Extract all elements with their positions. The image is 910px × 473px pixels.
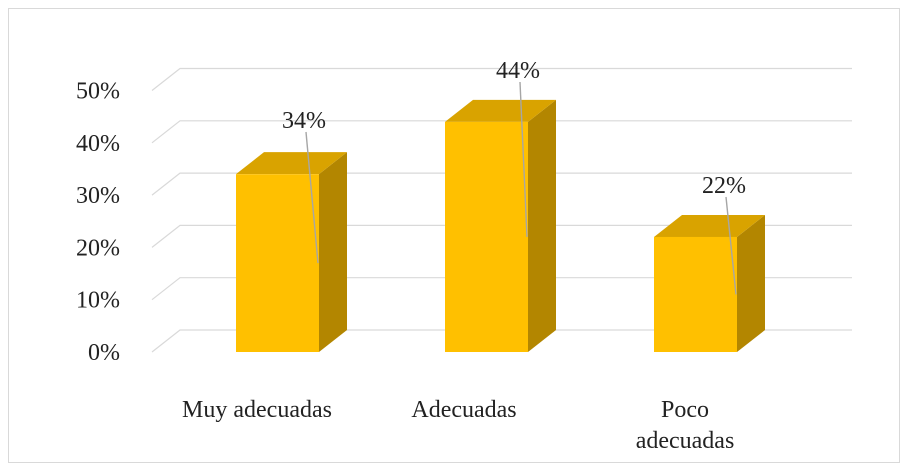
category-label: Adecuadas xyxy=(411,397,516,423)
bar-top xyxy=(445,99,556,122)
data-label-leader xyxy=(305,131,319,264)
bar-top xyxy=(654,214,765,237)
y-tick-label: 30% xyxy=(76,183,120,209)
data-label-leader xyxy=(725,196,737,295)
y-tick-label: 10% xyxy=(76,288,120,314)
bar-front xyxy=(654,236,737,352)
bar-top xyxy=(236,152,347,175)
bar xyxy=(445,99,556,352)
bar-side xyxy=(319,152,347,352)
gridline xyxy=(151,329,852,353)
gridlines xyxy=(151,67,852,353)
y-tick-label: 0% xyxy=(88,340,120,366)
y-tick-label: 40% xyxy=(76,131,120,157)
y-tick-label: 50% xyxy=(76,79,120,105)
bar-side xyxy=(737,214,765,352)
bar-side xyxy=(528,99,556,352)
bar xyxy=(654,214,765,352)
data-label: 22% xyxy=(702,173,746,199)
gridline xyxy=(151,277,852,301)
bar-front xyxy=(445,121,528,352)
category-label: Muy adecuadas xyxy=(182,397,332,423)
data-label: 34% xyxy=(282,108,326,134)
x-axis-category-labels: Muy adecuadas Adecuadas Poco adecuadas xyxy=(182,397,734,454)
gridline xyxy=(151,224,852,248)
data-label-leader xyxy=(519,81,528,237)
gridline xyxy=(151,67,852,91)
gridline xyxy=(151,120,852,144)
category-label: Poco adecuadas xyxy=(636,397,735,454)
bar xyxy=(236,152,347,352)
data-label: 44% xyxy=(496,58,540,84)
y-axis-tick-labels: 0% 10% 20% 30% 40% 50% xyxy=(76,79,120,367)
data-labels: 34% 44% 22% xyxy=(282,58,746,295)
bars xyxy=(236,99,765,352)
bar-front xyxy=(236,174,319,352)
gridline xyxy=(151,172,852,196)
y-tick-label: 20% xyxy=(76,235,120,261)
